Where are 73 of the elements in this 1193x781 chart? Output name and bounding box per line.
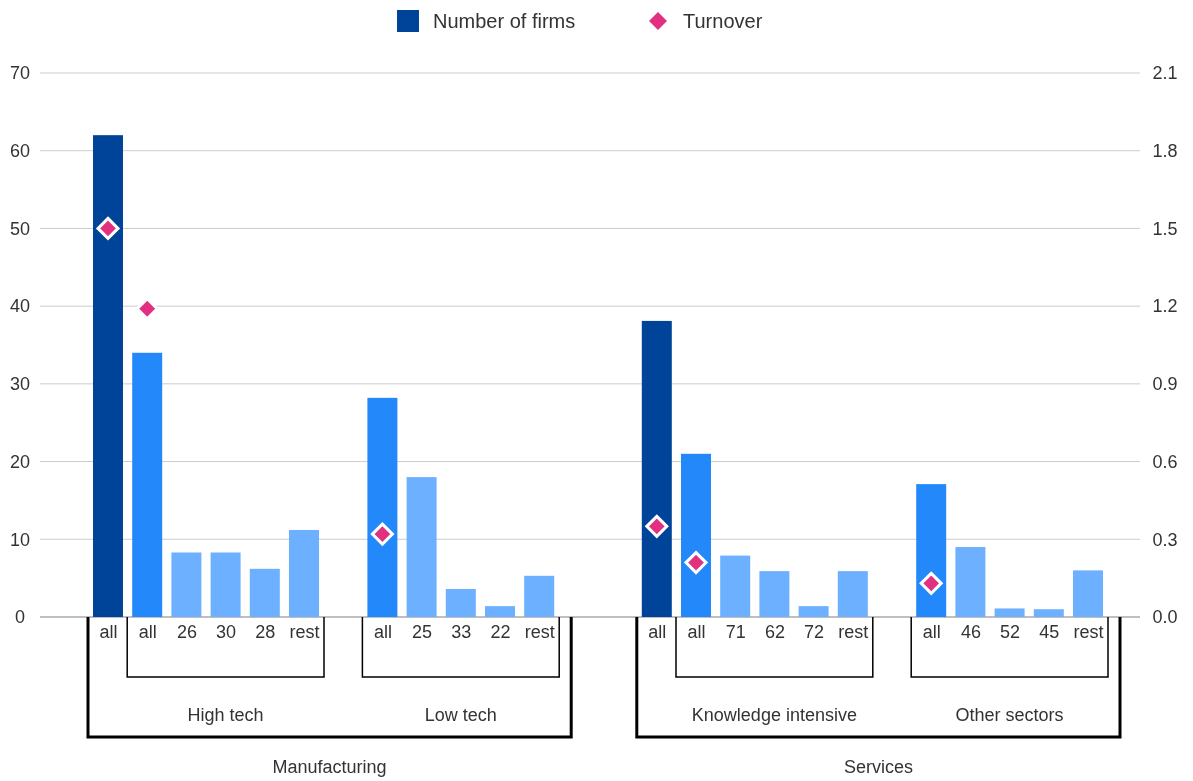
x-tick-label: 30 <box>216 621 237 642</box>
bar <box>641 320 672 617</box>
x-tick-label: all <box>648 621 667 642</box>
bar <box>720 555 751 617</box>
bar <box>93 135 123 617</box>
bar <box>681 453 711 617</box>
bar <box>289 529 319 617</box>
point <box>684 551 708 575</box>
y2-tick-label: 1.5 <box>1152 218 1178 239</box>
bar <box>485 606 515 617</box>
y-tick-label: 0 <box>14 607 26 628</box>
y-tick-label: 60 <box>9 140 31 161</box>
y-tick-label: 30 <box>9 374 31 395</box>
point <box>370 522 394 546</box>
bar <box>406 477 437 617</box>
x-tick-label: rest <box>838 621 869 642</box>
bar <box>798 606 829 617</box>
x-tick-label: all <box>99 621 118 642</box>
y-tick-label: 50 <box>9 218 31 239</box>
legend-label: Number of firms <box>433 10 576 32</box>
text: Services <box>843 757 913 778</box>
bar <box>837 571 868 617</box>
bar <box>759 571 790 617</box>
x-tick-label: rest <box>289 621 320 642</box>
x-tick-label: 33 <box>451 621 472 642</box>
bar <box>132 352 163 617</box>
y2-tick-label: 0.0 <box>1152 607 1178 628</box>
y2-tick-label: 1.8 <box>1152 140 1178 161</box>
x-tick-label: all <box>922 621 941 642</box>
y2-tick-label: 0.3 <box>1152 529 1178 550</box>
x-tick-label: all <box>373 621 392 642</box>
point <box>919 571 943 595</box>
y-tick-label: 40 <box>9 296 31 317</box>
bar <box>916 484 947 617</box>
bar <box>210 552 241 617</box>
x-tick-label: 22 <box>490 621 511 642</box>
y2-tick-label: 2.1 <box>1152 63 1178 84</box>
x-tick-label: rest <box>524 621 555 642</box>
bar <box>1033 609 1064 617</box>
bar <box>171 552 202 617</box>
y2-tick-label: 1.2 <box>1152 296 1178 317</box>
x-tick-label: 72 <box>804 621 825 642</box>
x-tick-label: rest <box>1073 621 1104 642</box>
text: Manufacturing <box>272 757 387 778</box>
x-tick-label: 28 <box>255 621 276 642</box>
point <box>96 216 120 240</box>
bar <box>994 608 1025 617</box>
x-tick-label: 62 <box>764 621 785 642</box>
point <box>645 514 669 538</box>
y2-tick-label: 0.9 <box>1152 374 1178 395</box>
bar <box>1073 570 1103 617</box>
x-tick-label: 52 <box>1000 621 1021 642</box>
x-tick-label: 26 <box>176 621 197 642</box>
bar <box>249 568 280 617</box>
x-tick-label: 46 <box>960 621 981 642</box>
text: Other sectors <box>955 705 1064 726</box>
legend-label: Turnover <box>683 10 763 32</box>
x-tick-label: all <box>138 621 157 642</box>
x-tick-label: 45 <box>1039 621 1060 642</box>
y2-tick-label: 0.6 <box>1152 451 1178 472</box>
text: High tech <box>187 705 264 726</box>
bar <box>955 547 986 617</box>
bar <box>367 397 398 617</box>
x-tick-label: 25 <box>412 621 433 642</box>
y-tick-label: 70 <box>9 63 31 84</box>
y-tick-label: 20 <box>9 451 31 472</box>
bar <box>445 589 476 617</box>
x-tick-label: all <box>687 621 706 642</box>
text: Low tech <box>424 705 497 726</box>
x-tick-label: 71 <box>725 621 746 642</box>
y-tick-label: 10 <box>9 529 31 550</box>
bar <box>524 575 555 617</box>
text: Knowledge intensive <box>691 705 857 726</box>
